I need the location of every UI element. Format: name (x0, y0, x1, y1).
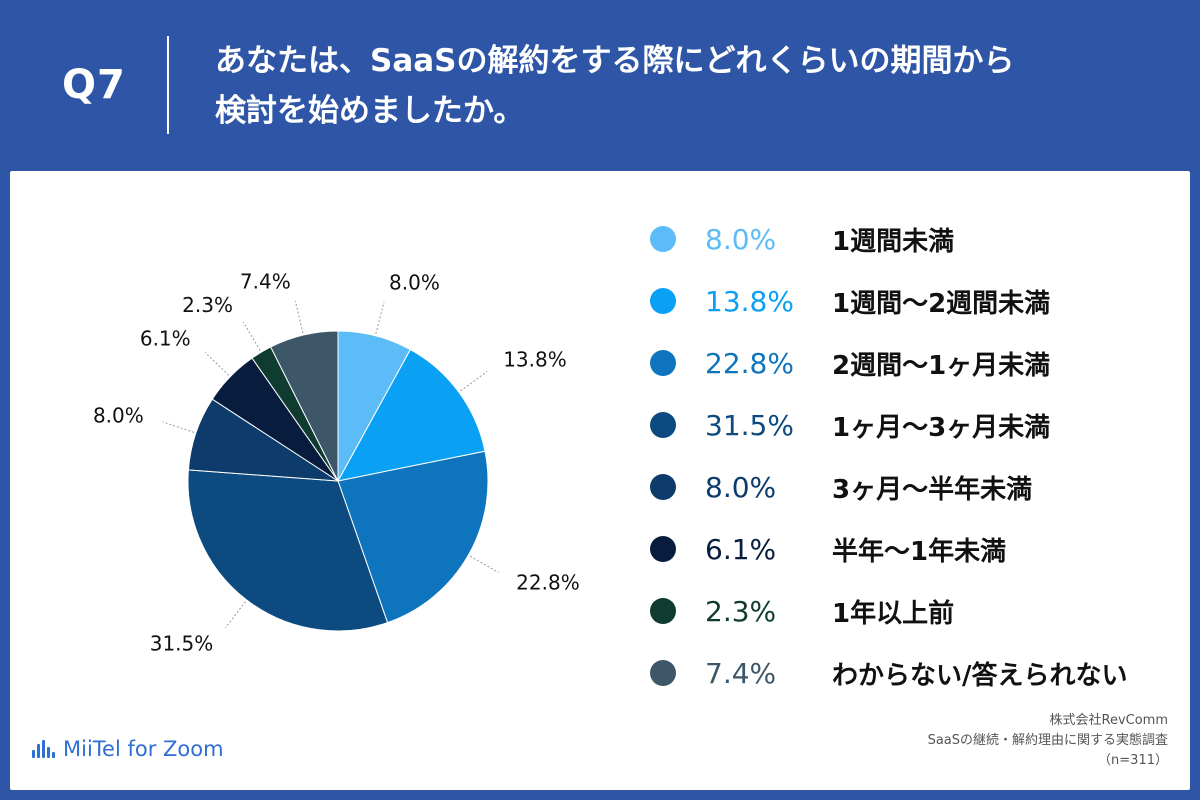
legend-item: 6.1% 半年〜1年未満 (10, 529, 1190, 569)
legend-label-3: 2週間〜1ヶ月未満 (832, 350, 1051, 381)
legend-swatch-8 (650, 660, 676, 686)
leader-line-6 (204, 352, 230, 376)
legend-percent-1: 8.0% (705, 222, 777, 256)
pie-chart: 8.0% 13.8% 22.8% 31.5% 8.0% 6.1% 2.3% 7.4% (93, 270, 580, 656)
pie-slice-3 (337, 450, 489, 624)
legend-percent-4: 31.5% (705, 408, 794, 442)
pie-slice-8 (270, 330, 339, 482)
leader-line-5 (162, 421, 195, 433)
legend-label-1: 1週間未満 (832, 226, 955, 257)
data-label-5: 8.0% (93, 403, 144, 427)
legend-swatch-3 (650, 350, 676, 376)
legend-swatch-2 (650, 288, 676, 314)
legend-percent-8: 7.4% (705, 656, 777, 690)
source-note: 株式会社RevComm SaaSの継続・解約理由に関する実態調査 （n=311） (928, 711, 1168, 771)
data-label-4: 31.5% (150, 632, 214, 656)
legend-label-6: 半年〜1年未満 (832, 536, 1007, 567)
pie-slice-2 (337, 348, 486, 482)
legend-label-4: 1ヶ月〜3ヶ月未満 (832, 412, 1051, 443)
source-sample-size: （n=311） (1098, 753, 1168, 768)
question-line-2: 検討を始めましたか。 (215, 93, 525, 129)
source-company: 株式会社RevComm (1049, 713, 1169, 728)
data-label-2: 13.8% (503, 348, 567, 372)
legend-percent-7: 2.3% (705, 594, 777, 628)
legend-swatch-4 (650, 412, 676, 438)
leader-line-8 (294, 300, 304, 334)
chart-card: 8.0% 13.8% 22.8% 31.5% 8.0% 6.1% 2.3% 7.4% 8.0%… (10, 171, 1190, 790)
legend-label-2: 1週間〜2週間未満 (832, 288, 1051, 319)
legend-item: 7.4% わからない/答えられない (10, 653, 1190, 693)
chart-legend: 8.0% 1週間未満 13.8% 1週間〜2週間未満 22.8% 2週間〜1ヶ月未満 31.… (10, 171, 1190, 790)
header-divider (167, 36, 169, 134)
question-line-1: あなたは、SaaSの解約をする際にどれくらいの期間から (215, 43, 1015, 79)
leader-line-3 (469, 555, 500, 573)
legend-percent-3: 22.8% (705, 346, 794, 380)
brand-logo: MiiTel for Zoom (32, 737, 224, 761)
data-label-7: 2.3% (182, 293, 233, 317)
pie-slice-4 (187, 469, 389, 632)
leader-line-1 (375, 301, 385, 334)
brand-name: MiiTel for Zoom (63, 737, 224, 761)
legend-label-5: 3ヶ月〜半年未満 (832, 474, 1033, 505)
question-number: Q7 (62, 62, 126, 108)
legend-item: 2.3% 1年以上前 (10, 591, 1190, 631)
legend-item: 8.0% 1週間未満 (10, 219, 1190, 259)
legend-percent-2: 13.8% (705, 284, 794, 318)
legend-item: 8.0% 3ヶ月〜半年未満 (10, 467, 1190, 507)
legend-item: 22.8% 2週間〜1ヶ月未満 (10, 343, 1190, 383)
soundwave-icon (32, 740, 55, 758)
legend-swatch-5 (650, 474, 676, 500)
legend-item: 31.5% 1ヶ月〜3ヶ月未満 (10, 405, 1190, 445)
leader-line-4 (225, 601, 246, 629)
legend-swatch-1 (650, 226, 676, 252)
legend-swatch-6 (650, 536, 676, 562)
leader-line-7 (242, 321, 261, 351)
data-label-6: 6.1% (140, 326, 191, 350)
leader-line-2 (460, 371, 488, 392)
legend-percent-5: 8.0% (705, 470, 777, 504)
legend-percent-6: 6.1% (705, 532, 777, 566)
question-text: あなたは、SaaSの解約をする際にどれくらいの期間から 検討を始めましたか。 (215, 36, 1165, 136)
source-survey: SaaSの継続・解約理由に関する実態調査 (927, 733, 1168, 748)
legend-item: 13.8% 1週間〜2週間未満 (10, 281, 1190, 321)
data-label-8: 7.4% (240, 270, 291, 294)
legend-label-7: 1年以上前 (832, 598, 955, 629)
legend-label-8: わからない/答えられない (832, 660, 1128, 691)
data-label-3: 22.8% (516, 570, 580, 594)
header: Q7 あなたは、SaaSの解約をする際にどれくらいの期間から 検討を始めましたか… (0, 0, 1200, 170)
legend-swatch-7 (650, 598, 676, 624)
data-label-1: 8.0% (389, 270, 440, 294)
